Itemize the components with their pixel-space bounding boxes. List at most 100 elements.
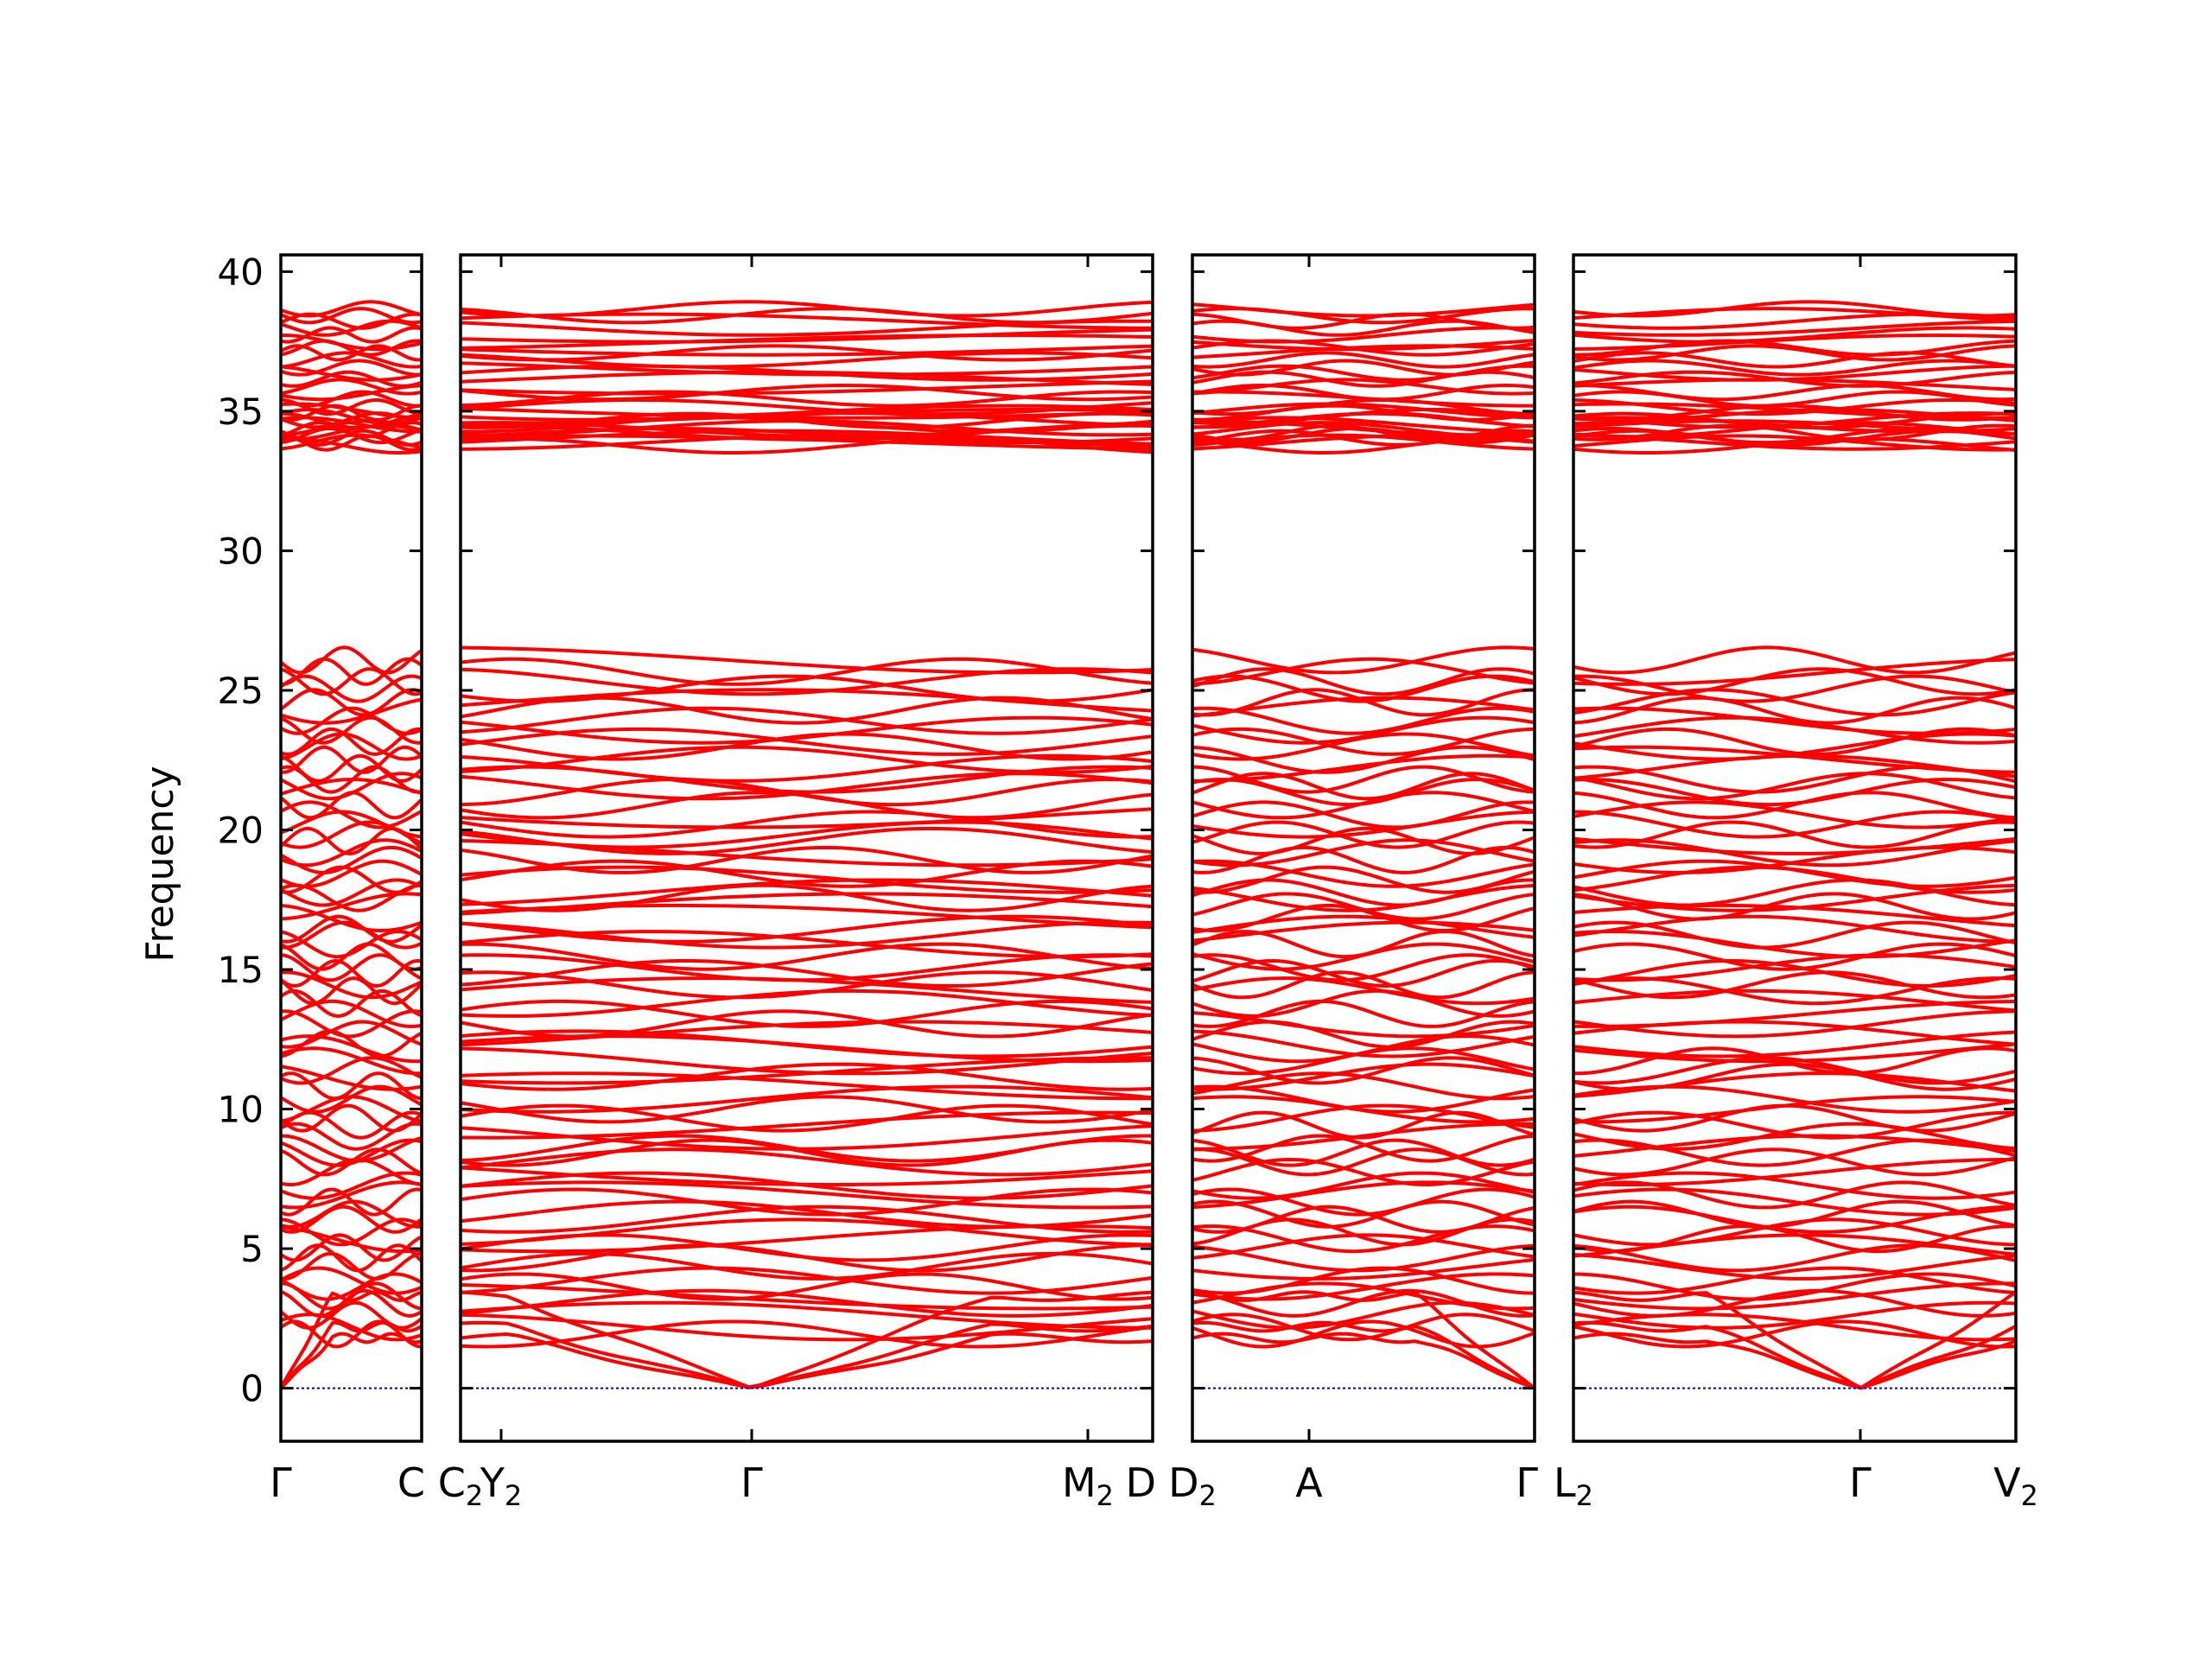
phonon-band: [1573, 953, 2016, 982]
phonon-band: [1573, 1171, 2016, 1200]
phonon-band: [281, 307, 422, 325]
phonon-band: [281, 1313, 422, 1342]
acoustic-branch: [1573, 1332, 2016, 1390]
phonon-band: [281, 1272, 422, 1301]
y-tick-label: 20: [218, 810, 264, 852]
phonon-band: [1573, 1158, 2016, 1186]
phonon-band: [281, 904, 422, 932]
phonon-band: [1573, 914, 2016, 944]
phonon-band: [461, 1217, 1153, 1247]
phonon-band: [1573, 772, 2016, 801]
phonon-band: [461, 1062, 1153, 1091]
phonon-band: [1192, 976, 1535, 1006]
phonon-band: [1192, 1313, 1535, 1342]
phonon-band: [1573, 1266, 2016, 1295]
phonon-band: [1573, 727, 2016, 756]
phonon-band: [1573, 930, 2016, 959]
phonon-band: [461, 942, 1153, 971]
phonon-band: [281, 1233, 422, 1262]
phonon-band: [1573, 778, 2016, 807]
phonon-band: [1192, 1134, 1535, 1163]
phonon-band: [1573, 1319, 2016, 1349]
phonon-band: [1573, 326, 2016, 344]
phonon-band: [461, 845, 1153, 874]
phonon-band: [461, 1071, 1153, 1101]
phonon-band: [461, 883, 1153, 912]
acoustic-branch: [1192, 1332, 1535, 1390]
phonon-band: [1192, 1147, 1535, 1177]
phonon-band: [281, 351, 422, 369]
y-tick-label: 30: [218, 530, 264, 572]
phonon-band: [1573, 859, 2016, 888]
phonon-band: [1192, 667, 1535, 696]
phonon-band: [461, 1029, 1153, 1058]
phonon-band: [281, 732, 422, 761]
phonon-band: [281, 810, 422, 839]
phonon-band: [1573, 1095, 2016, 1124]
phonon-band: [461, 959, 1153, 988]
phonon-band: [461, 1095, 1153, 1124]
phonon-band: [461, 1020, 1153, 1047]
band-curves: [281, 300, 422, 1390]
phonon-band: [461, 1147, 1153, 1177]
phonon-band: [1573, 1046, 2016, 1076]
phonon-band: [1192, 1029, 1535, 1058]
phonon-band: [1573, 1253, 2016, 1281]
phonon-band: [1192, 1205, 1535, 1234]
phonon-band: [461, 1313, 1153, 1342]
phonon-band: [281, 408, 422, 426]
x-tick-label: Γ: [270, 1459, 292, 1506]
phonon-band: [1192, 1319, 1535, 1349]
phonon-band: [1192, 364, 1535, 382]
phonon-band: [1573, 745, 2016, 774]
phonon-band: [1192, 778, 1535, 807]
phonon-band: [1192, 1056, 1535, 1085]
phonon-band: [281, 706, 422, 735]
phonon-band: [281, 1251, 422, 1281]
phonon-band: [1192, 1034, 1535, 1064]
phonon-band: [1192, 344, 1535, 359]
phonon-band: [461, 1110, 1153, 1140]
phonon-band: [1573, 1272, 2016, 1301]
phonon-band: [461, 810, 1153, 839]
phonon-band: [1573, 1300, 2016, 1330]
phonon-band: [461, 1166, 1153, 1186]
phonon-band: [461, 361, 1153, 377]
phonon-band: [461, 706, 1153, 735]
phonon-band: [461, 404, 1153, 422]
acoustic-branch: [1192, 1320, 1535, 1390]
phonon-band: [1192, 1180, 1535, 1209]
panel-frame: [459, 253, 1154, 1443]
x-tick-label: Y2: [480, 1459, 522, 1512]
phonon-band: [281, 300, 422, 318]
phonon-band: [1573, 434, 2016, 451]
phonon-band: [1573, 706, 2016, 735]
phonon-band: [461, 667, 1153, 696]
y-tick-label: 5: [240, 1228, 264, 1270]
y-tick-label: 0: [240, 1368, 264, 1410]
phonon-band: [1192, 398, 1535, 416]
phonon-band: [281, 1319, 422, 1349]
x-tick-label: C2: [438, 1459, 483, 1512]
x-tick-label: C: [397, 1459, 425, 1506]
phonon-band: [281, 745, 422, 774]
phonon-band: [1192, 826, 1535, 855]
phonon-band: [1573, 1138, 2016, 1167]
phonon-band: [1573, 838, 2016, 868]
phonon-band: [281, 727, 422, 756]
phonon-band: [461, 645, 1153, 675]
phonon-band: [281, 674, 422, 703]
phonon-band: [1192, 408, 1535, 426]
phonon-band: [1573, 1199, 2016, 1229]
phonon-band: [281, 1056, 422, 1085]
x-tick-label: V2: [1993, 1459, 2038, 1512]
band-curves: [1573, 300, 2016, 1390]
phonon-band: [1573, 364, 2016, 382]
phonon-band: [281, 365, 422, 382]
phonon-band: [1192, 1199, 1535, 1229]
phonon-band: [281, 845, 422, 874]
phonon-band: [1192, 378, 1535, 396]
phonon-band: [1192, 1171, 1535, 1200]
panel-4: L2 Γ V2: [1554, 253, 2038, 1512]
panel-3: D2 A Γ: [1168, 253, 1538, 1512]
